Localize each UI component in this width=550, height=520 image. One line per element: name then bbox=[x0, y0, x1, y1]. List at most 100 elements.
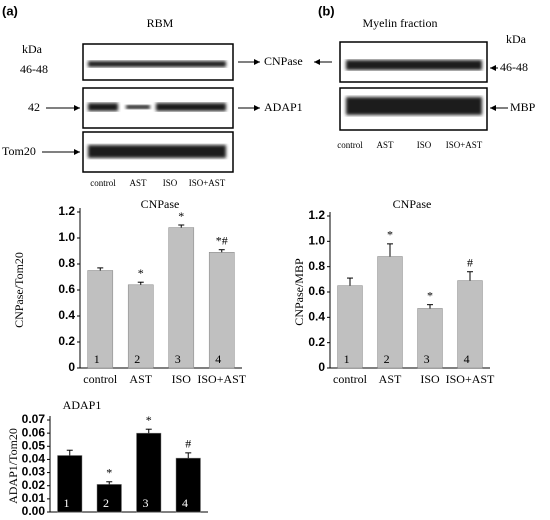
bar bbox=[457, 280, 483, 369]
bar bbox=[57, 455, 83, 513]
y-tick-label: 0.6 bbox=[58, 282, 75, 296]
y-tick-label: 0.04 bbox=[22, 452, 46, 466]
bar bbox=[127, 284, 154, 369]
blot-panel-b: (b) Myelin fraction kDa 46-48 MBP contro… bbox=[314, 3, 536, 150]
y-tick-label: 0 bbox=[68, 360, 75, 374]
panel-label: (a) bbox=[2, 3, 18, 18]
y-axis-label: ADAP1/Tom20 bbox=[6, 428, 20, 504]
chart-title: CNPase bbox=[141, 197, 180, 211]
bar-label: 3 bbox=[143, 496, 149, 510]
kda: kDa bbox=[506, 32, 527, 46]
y-tick-label: 0.2 bbox=[58, 334, 75, 348]
bar-label: 1 bbox=[344, 352, 350, 366]
annotation: * bbox=[138, 266, 144, 280]
x-tick-label: AST bbox=[129, 372, 152, 386]
lane-label: ISO bbox=[163, 178, 178, 188]
blot-title: Myelin fraction bbox=[363, 16, 438, 30]
bar bbox=[87, 270, 114, 369]
x-tick-label: control bbox=[83, 372, 118, 386]
y-tick-label: 0.07 bbox=[22, 412, 46, 426]
band bbox=[346, 60, 482, 70]
x-tick-label: control bbox=[333, 372, 368, 386]
bar-label: 3 bbox=[175, 352, 181, 366]
y-tick-label: 0.02 bbox=[22, 478, 46, 492]
bar bbox=[136, 432, 162, 513]
annotation: # bbox=[467, 255, 473, 269]
y-tick-label: 0.4 bbox=[58, 308, 75, 322]
y-tick-label: 0.06 bbox=[22, 425, 46, 439]
lane-label: ISO+AST bbox=[446, 140, 483, 150]
bar-label: 3 bbox=[424, 352, 430, 366]
lane-label: AST bbox=[376, 140, 394, 150]
lane-label: ISO bbox=[417, 140, 432, 150]
bar bbox=[175, 457, 201, 513]
x-tick-label: ISO+AST bbox=[197, 372, 246, 386]
bar bbox=[168, 227, 195, 369]
x-tick-label: ISO+AST bbox=[446, 372, 495, 386]
bar bbox=[377, 256, 403, 369]
y-axis-label: CNPase/Tom20 bbox=[12, 252, 26, 328]
y-tick-label: 0.8 bbox=[58, 256, 75, 270]
y-axis-label: CNPase/MBP bbox=[292, 258, 306, 326]
chart-title: ADAP1 bbox=[63, 398, 102, 412]
band bbox=[88, 103, 118, 111]
bar bbox=[208, 252, 235, 369]
bar-label: 1 bbox=[94, 352, 100, 366]
y-tick-label: 0.00 bbox=[22, 504, 46, 518]
annotation: * bbox=[387, 228, 393, 242]
lane-label: control bbox=[337, 140, 363, 150]
protein: Tom20 bbox=[2, 144, 36, 158]
y-tick-label: 1.2 bbox=[58, 204, 75, 218]
bar bbox=[337, 285, 363, 369]
band bbox=[346, 97, 482, 115]
blot-panel-a: (a) RBM kDa 46-48 42 Tom20 CNPase ADAP1 … bbox=[2, 3, 303, 188]
y-tick-label: 1.0 bbox=[308, 234, 325, 248]
bar-label: 2 bbox=[103, 496, 109, 510]
protein: MBP bbox=[510, 100, 536, 114]
y-tick-label: 1.0 bbox=[58, 230, 75, 244]
y-tick-label: 0.8 bbox=[308, 259, 325, 273]
y-tick-label: 0 bbox=[318, 360, 325, 374]
bar bbox=[417, 308, 443, 369]
marker: 46-48 bbox=[20, 62, 48, 76]
y-tick-label: 0.05 bbox=[22, 438, 46, 452]
panel-label: (b) bbox=[318, 3, 335, 18]
annotation: * bbox=[427, 288, 433, 302]
chart-title: CNPase bbox=[393, 197, 432, 211]
band bbox=[88, 145, 226, 158]
bar-label: 2 bbox=[134, 352, 140, 366]
y-tick-label: 0.4 bbox=[308, 310, 325, 324]
x-tick-label: ISO bbox=[420, 372, 440, 386]
kda: kDa bbox=[22, 42, 43, 56]
annotation: * bbox=[178, 209, 184, 223]
band bbox=[156, 103, 226, 111]
y-tick-label: 0.2 bbox=[308, 335, 325, 349]
y-tick-label: 0.01 bbox=[22, 491, 46, 505]
protein: CNPase bbox=[264, 54, 303, 68]
band bbox=[88, 61, 226, 67]
annotation: *# bbox=[216, 233, 228, 247]
bar-label: 4 bbox=[464, 352, 470, 366]
band bbox=[126, 105, 150, 109]
lane-label: ISO+AST bbox=[189, 178, 226, 188]
chart: CNPase CNPase/Tom20 0 0.2 0.4 0.6 0.8 1.0 1.2 1 co… bbox=[12, 197, 247, 386]
chart: CNPase CNPase/MBP 0 0.2 0.4 0.6 0.8 1.0 1.2 1 cont… bbox=[292, 197, 495, 386]
bar-label: 2 bbox=[384, 352, 390, 366]
lane-label: AST bbox=[129, 178, 147, 188]
bar bbox=[96, 484, 122, 513]
bar-label: 4 bbox=[182, 496, 188, 510]
x-tick-label: AST bbox=[379, 372, 402, 386]
annotation: # bbox=[185, 437, 191, 451]
marker: 42 bbox=[28, 100, 40, 114]
annotation: * bbox=[106, 466, 112, 480]
lane-label: control bbox=[90, 178, 116, 188]
bands bbox=[88, 61, 226, 158]
annotation: * bbox=[146, 413, 152, 427]
x-tick-label: ISO bbox=[172, 372, 192, 386]
chart: ADAP1 ADAP1/Tom200.000.010.020.030.040.05… bbox=[6, 398, 208, 518]
marker: 46-48 bbox=[500, 60, 528, 74]
y-tick-label: 0.03 bbox=[22, 465, 46, 479]
y-tick-label: 1.2 bbox=[308, 208, 325, 222]
blot-title: RBM bbox=[147, 16, 174, 30]
